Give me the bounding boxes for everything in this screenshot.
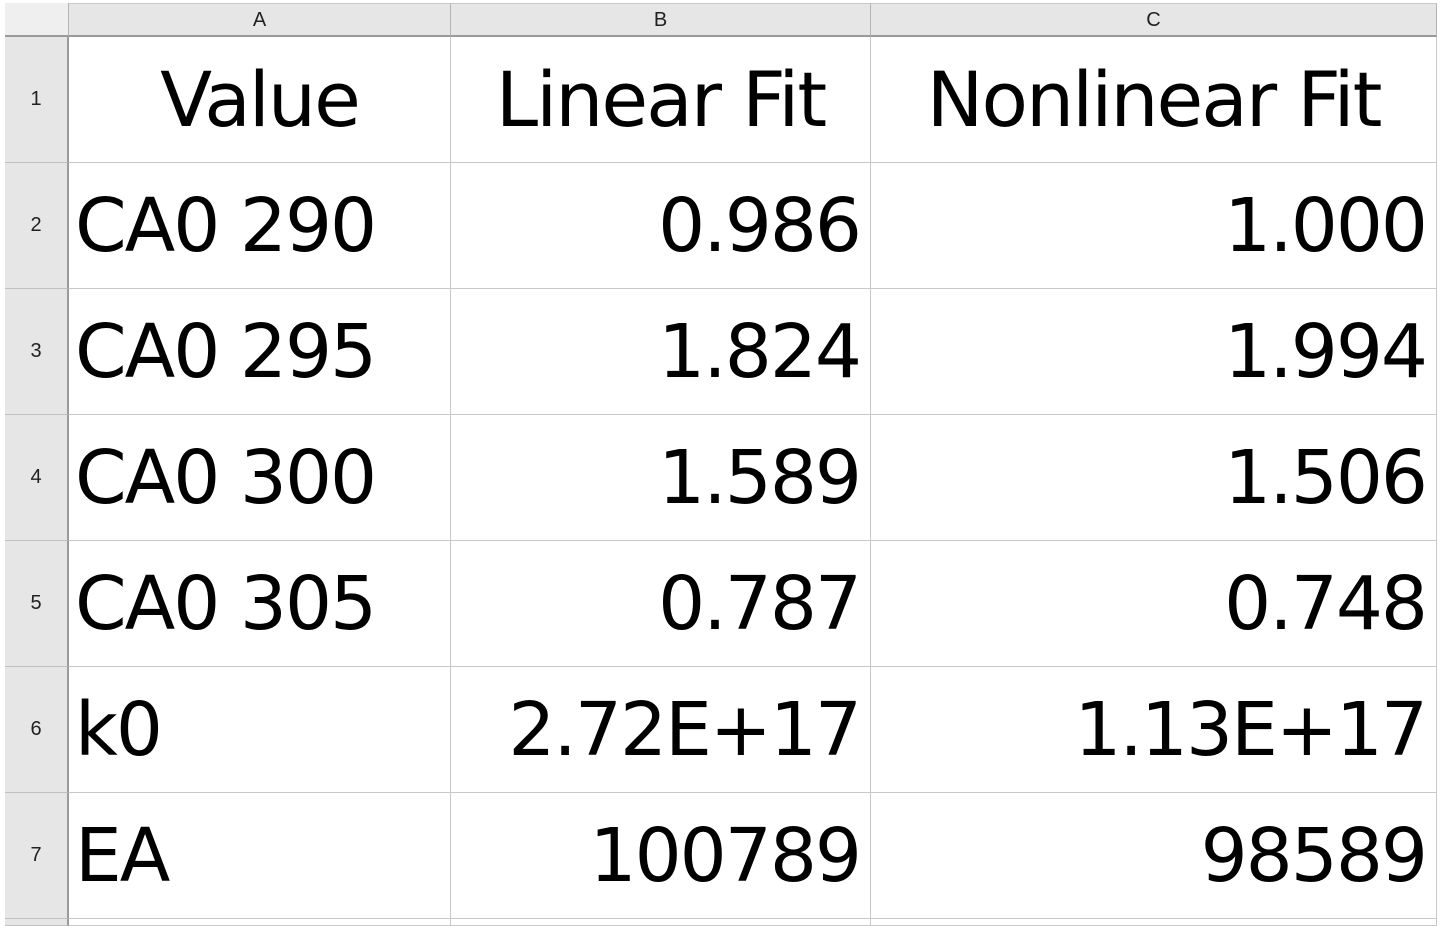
cell-c5[interactable]: 0.748 (871, 541, 1437, 667)
column-header-a[interactable]: A (69, 3, 451, 37)
row-header-8[interactable] (5, 919, 69, 926)
cell-a6[interactable]: k0 (69, 667, 451, 793)
cell-b3[interactable]: 1.824 (451, 289, 871, 415)
cell-a2[interactable]: CA0 290 (69, 163, 451, 289)
row-header-4[interactable]: 4 (5, 415, 69, 541)
cell-a4[interactable]: CA0 300 (69, 415, 451, 541)
cell-c6[interactable]: 1.13E+17 (871, 667, 1437, 793)
row-header-1[interactable]: 1 (5, 37, 69, 163)
cell-c3[interactable]: 1.994 (871, 289, 1437, 415)
cell-b4[interactable]: 1.589 (451, 415, 871, 541)
cell-a8[interactable] (69, 919, 451, 926)
cell-c1[interactable]: Nonlinear Fit (871, 37, 1437, 163)
cell-b7[interactable]: 100789 (451, 793, 871, 919)
cell-b5[interactable]: 0.787 (451, 541, 871, 667)
row-header-7[interactable]: 7 (5, 793, 69, 919)
column-header-c[interactable]: C (871, 3, 1437, 37)
row-header-5[interactable]: 5 (5, 541, 69, 667)
cell-b2[interactable]: 0.986 (451, 163, 871, 289)
cell-c8[interactable] (871, 919, 1437, 926)
select-all-corner[interactable] (5, 3, 69, 37)
cell-b1[interactable]: Linear Fit (451, 37, 871, 163)
cell-c2[interactable]: 1.000 (871, 163, 1437, 289)
cell-b6[interactable]: 2.72E+17 (451, 667, 871, 793)
cell-a7[interactable]: EA (69, 793, 451, 919)
cell-c4[interactable]: 1.506 (871, 415, 1437, 541)
row-header-2[interactable]: 2 (5, 163, 69, 289)
column-header-b[interactable]: B (451, 3, 871, 37)
cell-c7[interactable]: 98589 (871, 793, 1437, 919)
row-header-6[interactable]: 6 (5, 667, 69, 793)
cell-a1[interactable]: Value (69, 37, 451, 163)
cell-b8[interactable] (451, 919, 871, 926)
cell-a3[interactable]: CA0 295 (69, 289, 451, 415)
cell-a5[interactable]: CA0 305 (69, 541, 451, 667)
row-header-3[interactable]: 3 (5, 289, 69, 415)
left-margin (0, 37, 5, 926)
